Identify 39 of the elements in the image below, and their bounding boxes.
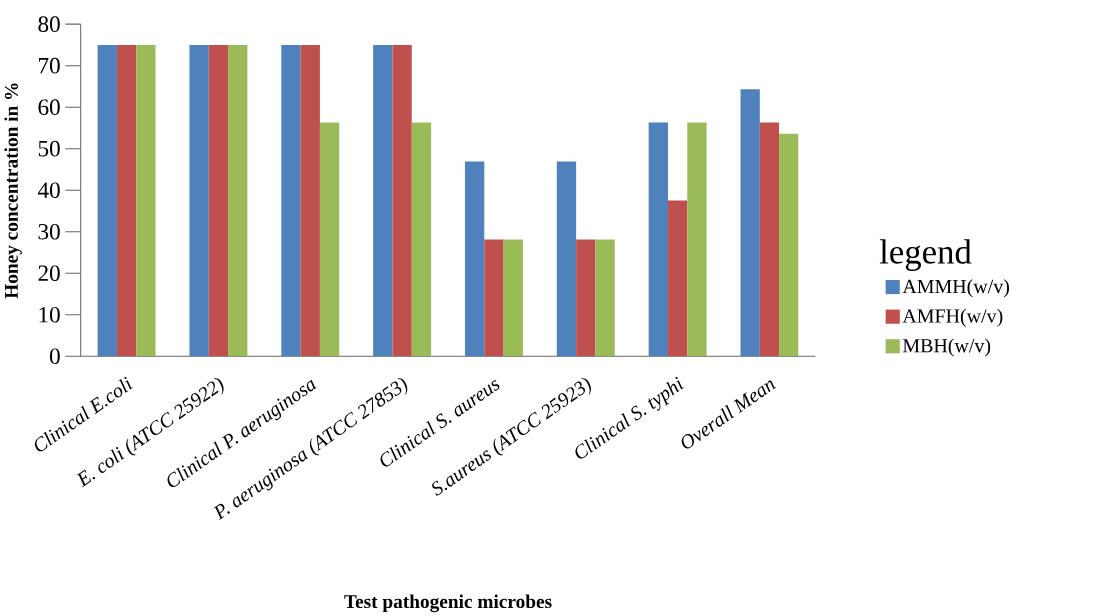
bar: [740, 89, 760, 357]
legend-label: AMMH(w/v): [902, 278, 1009, 298]
y-tick-label: 50: [38, 140, 60, 157]
bar: [464, 161, 485, 357]
bar: [667, 200, 688, 357]
bar: [576, 239, 596, 357]
bar: [319, 122, 340, 357]
y-tick-label: 70: [39, 57, 60, 74]
bar: [136, 44, 156, 357]
y-tick-label: 80: [38, 16, 60, 32]
bar: [116, 44, 137, 357]
bar: [759, 122, 780, 357]
y-axis-title: Honey concentration in %: [4, 83, 22, 299]
y-tick-label: 20: [38, 265, 60, 281]
y-tick-label: 0: [49, 348, 60, 364]
y-tick-label: 40: [37, 182, 60, 198]
bar: [97, 44, 117, 357]
bar: [281, 44, 301, 357]
bar: [208, 44, 229, 357]
legend-label: AMFH(w/v): [902, 308, 1003, 327]
bar: [556, 161, 577, 357]
legend-label: MBH(w/v): [902, 338, 991, 357]
bar: [373, 44, 393, 357]
y-tick-label: 30: [38, 223, 60, 240]
bar: [228, 44, 248, 357]
y-tick-label: 10: [39, 306, 60, 323]
bar: [300, 44, 320, 357]
x-axis-title: Test pathogenic microbes: [344, 594, 552, 612]
bar: [595, 239, 615, 357]
bar: [392, 44, 412, 357]
bar: [687, 122, 707, 357]
legend-title: legend: [879, 239, 972, 271]
bar: [779, 133, 799, 357]
bar: [411, 122, 432, 357]
bar: [503, 239, 523, 357]
y-tick-label: 60: [38, 99, 60, 115]
bar: [189, 44, 209, 357]
bar: [648, 122, 668, 357]
bar: [484, 239, 504, 357]
